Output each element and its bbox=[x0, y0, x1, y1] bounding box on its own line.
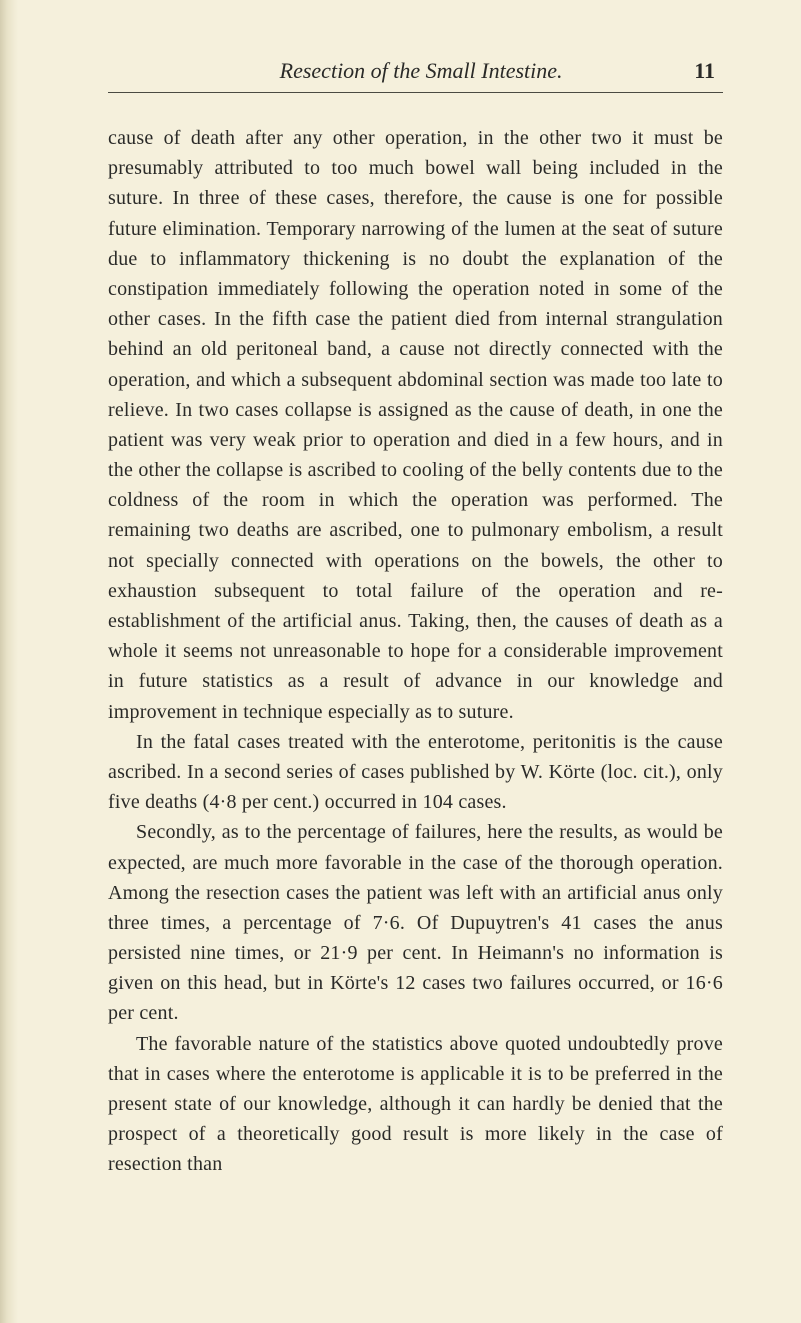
page-header: Resection of the Small Intestine. 11 bbox=[108, 58, 723, 84]
body-text: cause of death after any other operation… bbox=[108, 123, 723, 1180]
paragraph-1: cause of death after any other operation… bbox=[108, 123, 723, 727]
page-number: 11 bbox=[694, 58, 715, 84]
header-rule bbox=[108, 92, 723, 93]
paragraph-2: In the fatal cases treated with the ente… bbox=[108, 727, 723, 818]
paragraph-4: The favorable nature of the statistics a… bbox=[108, 1029, 723, 1180]
running-title: Resection of the Small Intestine. bbox=[108, 58, 694, 84]
paragraph-3: Secondly, as to the percentage of failur… bbox=[108, 817, 723, 1028]
page-container: Resection of the Small Intestine. 11 cau… bbox=[0, 0, 801, 1323]
page-left-edge-shadow bbox=[0, 0, 18, 1323]
